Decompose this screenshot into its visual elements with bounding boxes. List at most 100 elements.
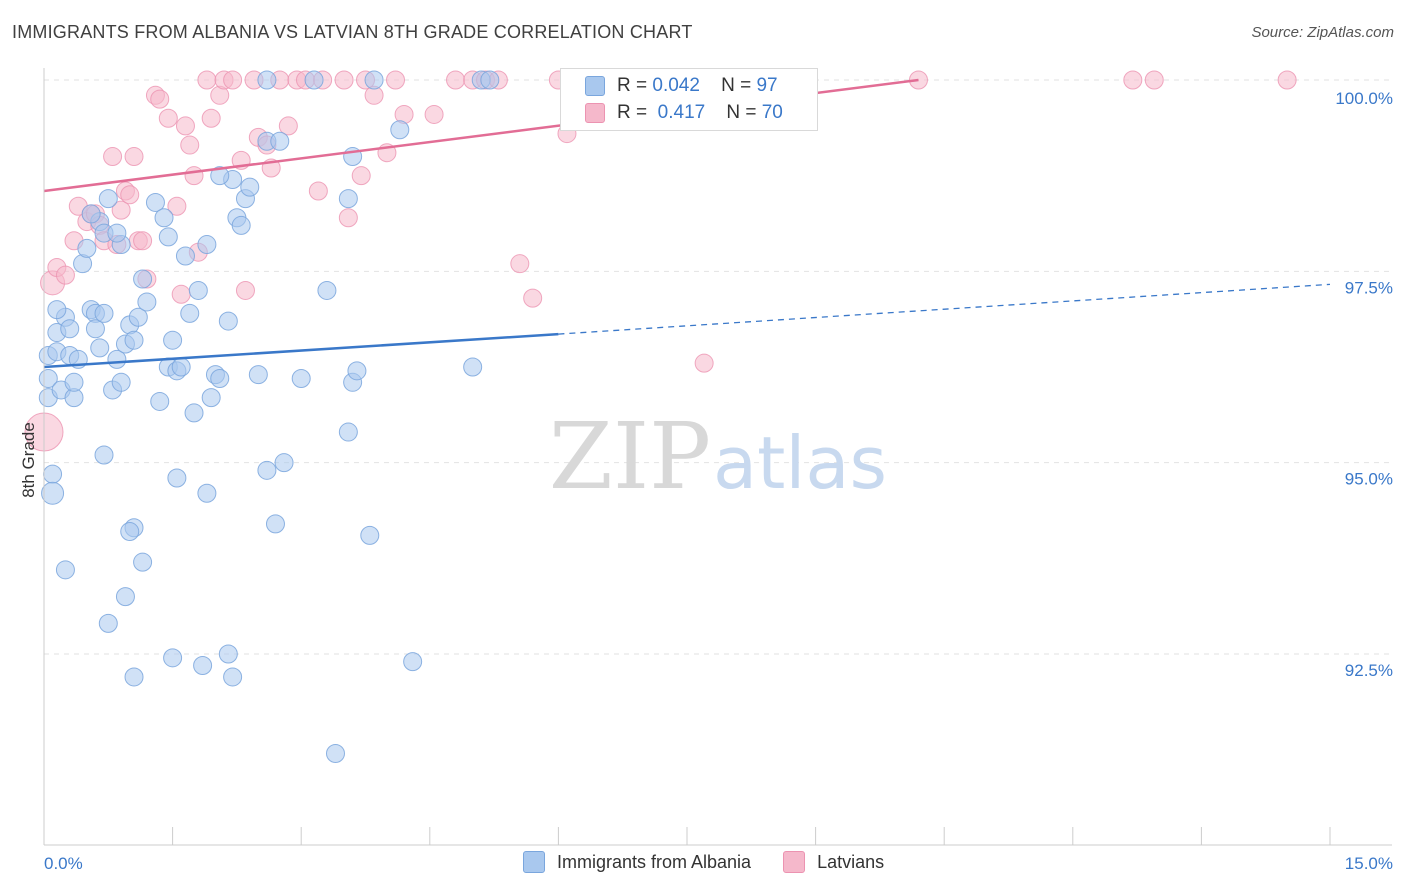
legend-swatch-latvians (783, 851, 806, 873)
albania-point (137, 292, 157, 312)
albania-point (167, 468, 187, 488)
latvians-point (120, 185, 140, 205)
albania-point (248, 365, 268, 385)
legend-item-albania: Immigrants from Albania (523, 851, 751, 873)
latvians-point (201, 108, 221, 128)
latvians-point (523, 288, 543, 308)
latvians-point (386, 70, 406, 90)
latvians-point (133, 231, 153, 251)
latvians-point (510, 254, 530, 274)
legend-row-albania: R = 0.042 N = 97 (585, 73, 778, 99)
legend-n-label: N = (726, 102, 757, 123)
albania-point (480, 70, 500, 90)
albania-point (85, 319, 105, 339)
legend-n-label: N = (721, 75, 752, 96)
legend-n-value: 97 (756, 75, 778, 96)
albania-point (60, 319, 80, 339)
albania-points (38, 70, 500, 763)
latvians-point (351, 166, 371, 186)
latvians-point (308, 181, 328, 201)
latvians-point (55, 265, 75, 285)
albania-point (218, 644, 238, 664)
legend-swatch-albania (523, 851, 545, 873)
latvians-point (171, 284, 191, 304)
albania-point (223, 667, 243, 687)
albania-point (41, 481, 65, 505)
albania-point (325, 743, 345, 763)
albania-point (98, 189, 118, 209)
latvians-point (235, 280, 255, 300)
albania-point (64, 372, 84, 392)
albania-point (265, 514, 285, 534)
latvians-point (150, 89, 170, 109)
albania-point (338, 422, 358, 442)
legend-r-value: 0.417 (657, 102, 706, 123)
latvians-point (446, 70, 466, 90)
legend-label-latvians: Latvians (817, 851, 885, 872)
albania-point (47, 300, 67, 320)
y-tick-label: 95.0% (1345, 470, 1393, 489)
legend-r-label: R = (617, 75, 648, 96)
albania-point (120, 522, 140, 542)
legend-r-label: R = (617, 102, 648, 123)
y-tick-label: 92.5% (1345, 661, 1393, 680)
latvians-point (338, 208, 358, 228)
albania-point (128, 307, 148, 327)
albania-point (111, 372, 131, 392)
albania-point (98, 613, 118, 633)
latvians-point (175, 116, 195, 136)
albania-point (124, 330, 144, 350)
albania-point (94, 303, 114, 323)
source-label: Source: ZipAtlas.com (1251, 24, 1394, 41)
albania-point (304, 70, 324, 90)
albania-point (150, 391, 170, 411)
legend-swatch-latvians (585, 103, 605, 123)
albania-point (43, 464, 63, 484)
albania-point (180, 303, 200, 323)
albania-trend-line (43, 332, 559, 369)
albania-point (55, 560, 75, 580)
albania-point (145, 192, 165, 212)
albania-point (240, 177, 260, 197)
latvians-point (197, 70, 217, 90)
albania-point (270, 131, 290, 151)
legend-r-value: 0.042 (652, 75, 700, 96)
albania-point (257, 70, 277, 90)
albania-point (188, 280, 208, 300)
legend-label-albania: Immigrants from Albania (557, 851, 752, 872)
albania-point (390, 120, 410, 140)
latvians-point (694, 353, 714, 373)
albania-point (107, 223, 127, 243)
albania-point (210, 368, 230, 388)
latvians-point (167, 196, 187, 216)
latvians-point (1277, 70, 1297, 90)
latvians-point (180, 135, 200, 155)
albania-point (175, 246, 195, 266)
albania-point (171, 357, 191, 377)
albania-point (317, 280, 337, 300)
series-legend: Immigrants from Albania Latvians (523, 851, 916, 873)
x-tick-label-max: 15.0% (1345, 854, 1393, 873)
latvians-point (184, 166, 204, 186)
latvians-point (1123, 70, 1143, 90)
latvians-point (124, 147, 144, 167)
albania-point (133, 552, 153, 572)
albania-point (291, 368, 311, 388)
albania-point (403, 652, 423, 672)
albania-point (257, 460, 277, 480)
albania-point (133, 269, 153, 289)
albania-point (184, 403, 204, 423)
latvians-point (158, 108, 178, 128)
albania-point (463, 357, 483, 377)
albania-point (90, 338, 110, 358)
albania-point (364, 70, 384, 90)
legend-item-latvians: Latvians (783, 851, 884, 873)
albania-trend-extension (558, 283, 1331, 335)
y-tick-label: 97.5% (1345, 278, 1393, 297)
albania-point (197, 483, 217, 503)
y-axis-label: 8th Grade (19, 422, 38, 498)
x-tick-label-min: 0.0% (44, 854, 83, 873)
albania-point (115, 587, 135, 607)
albania-point (81, 204, 101, 224)
